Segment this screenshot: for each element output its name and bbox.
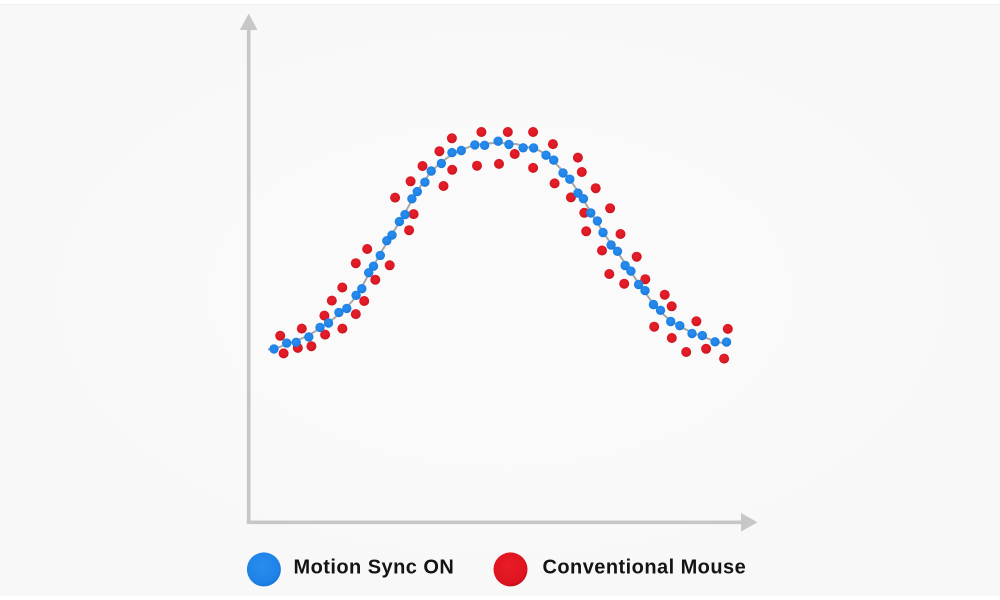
svg-text:Motion Sync ON: Motion Sync ON [294, 556, 455, 578]
svg-text:Conventional Mouse: Conventional Mouse [543, 556, 747, 578]
